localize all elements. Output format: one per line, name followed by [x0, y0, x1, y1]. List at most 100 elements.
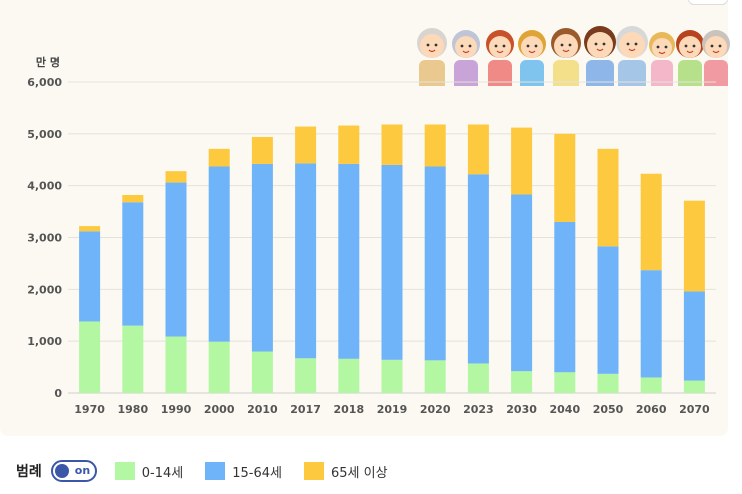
bar-segment	[79, 231, 101, 322]
person-face	[705, 36, 727, 58]
x-tick-label: 2070	[679, 403, 710, 416]
person-face	[619, 32, 645, 58]
toggle-knob	[54, 464, 69, 478]
x-tick-label: 1980	[117, 403, 148, 416]
person-face	[679, 36, 701, 58]
person-eye	[710, 44, 714, 48]
person-body	[553, 60, 579, 86]
person-eye	[468, 44, 472, 48]
person-smile	[496, 50, 504, 54]
bar-segment	[424, 166, 446, 361]
person-eye	[502, 44, 506, 48]
family-illustration-icon	[417, 26, 730, 86]
x-tick-label: 2023	[463, 403, 494, 416]
person-eye	[626, 42, 630, 46]
person-body	[618, 60, 646, 86]
person-eye	[460, 44, 464, 48]
x-tick-label: 2017	[290, 403, 321, 416]
legend-item-65-plus[interactable]: 65세 이상	[303, 462, 388, 481]
y-tick-label: 4,000	[27, 180, 62, 193]
legend-item-0-14[interactable]: 0-14세	[114, 462, 183, 481]
bar-segment	[122, 325, 144, 393]
bar-segment	[640, 377, 662, 393]
bar-segment	[122, 194, 144, 203]
person-body	[520, 60, 544, 86]
person-eye	[426, 43, 430, 47]
bar-segment	[597, 246, 619, 374]
bar-segment	[295, 163, 317, 359]
y-tick-label: 6,000	[27, 76, 62, 89]
person-eye	[560, 43, 564, 47]
bar-segment	[640, 173, 662, 271]
bar-segment	[122, 202, 144, 326]
bar-segment	[295, 126, 317, 164]
bar-segment	[640, 270, 662, 378]
toggle-label: on	[74, 464, 91, 477]
bar-segment	[424, 360, 446, 393]
x-tick-label: 2060	[636, 403, 667, 416]
bar-segment	[511, 194, 533, 372]
bar-segment	[208, 341, 230, 393]
bar-segment	[251, 136, 273, 164]
person-smile	[686, 50, 694, 54]
bar-segment	[683, 200, 705, 292]
bar-segment	[338, 358, 360, 393]
bar-segment	[251, 163, 273, 352]
x-tick-label: 2010	[247, 403, 278, 416]
x-tick-label: 1970	[74, 403, 105, 416]
bar-segment	[381, 164, 403, 360]
bar-segment	[467, 174, 489, 364]
person-face	[587, 32, 613, 58]
legend-swatch	[205, 462, 226, 480]
bar-segment	[683, 291, 705, 381]
bar-segment	[165, 182, 187, 337]
bar-segment	[511, 371, 533, 393]
y-tick-label: 0	[54, 387, 62, 400]
bar-segment	[683, 380, 705, 393]
person-body	[419, 60, 445, 86]
legend-label: 15-64세	[232, 465, 282, 481]
legend-toggle[interactable]: on	[50, 460, 97, 482]
legend-item-15-64[interactable]: 15-64세	[205, 462, 282, 481]
legend: 범례 on 0-14세 15-64세 65세 이상	[16, 458, 410, 484]
person-eye	[568, 43, 572, 47]
person-eye	[526, 44, 530, 48]
y-tick-label: 5,000	[27, 128, 62, 141]
person-smile	[462, 50, 470, 54]
legend-label: 65세 이상	[330, 465, 388, 481]
person-smile	[596, 48, 604, 52]
person-smile	[628, 48, 636, 52]
person-smile	[428, 49, 436, 53]
bar-segment	[208, 148, 230, 167]
bar-segment	[208, 166, 230, 342]
person-smile	[712, 50, 720, 54]
bar-segment	[165, 336, 187, 393]
person-eye	[634, 42, 638, 46]
person-body	[651, 60, 673, 86]
x-tick-label: 2050	[593, 403, 624, 416]
person-eye	[494, 44, 498, 48]
x-tick-label: 2000	[204, 403, 235, 416]
legend-swatch	[114, 462, 135, 480]
person-eye	[534, 44, 538, 48]
y-tick-label: 1,000	[27, 335, 62, 348]
bar-segment	[467, 363, 489, 393]
bar-segment	[79, 226, 101, 232]
person-eye	[656, 45, 660, 49]
person-eye	[684, 44, 688, 48]
bar-segment	[381, 124, 403, 165]
person-body	[704, 60, 728, 86]
x-tick-label: 2040	[549, 403, 580, 416]
person-smile	[658, 51, 666, 55]
bar-segment	[554, 133, 576, 222]
person-body	[488, 60, 512, 86]
stacked-bar-chart: 0 1,000 2,000 3,000 4,000 5,000 6,000 만 명 1970 19…	[27, 55, 716, 416]
bar-segment	[554, 372, 576, 393]
bar-segment	[381, 359, 403, 393]
y-tick-label: 2,000	[27, 283, 62, 296]
bar-segment	[338, 125, 360, 164]
bar-segment	[554, 221, 576, 373]
person-face	[489, 36, 511, 58]
person-eye	[602, 42, 606, 46]
person-eye	[692, 44, 696, 48]
